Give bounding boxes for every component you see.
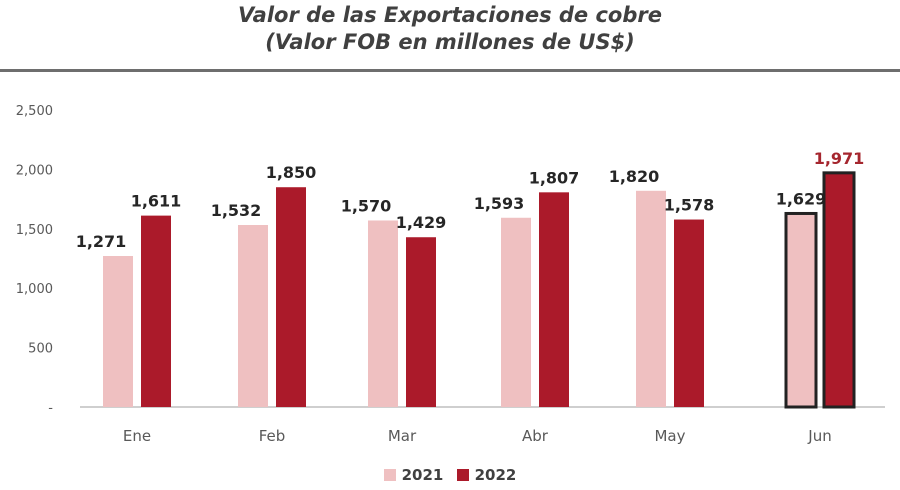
bar-2021-Jun (784, 211, 818, 409)
y-tick-label: 1,000 (16, 282, 53, 297)
bar-2021-Abr (501, 217, 531, 407)
data-label-2021-Feb: 1,532 (211, 201, 262, 220)
bar-2022-Ene (141, 215, 171, 407)
y-tick-label: 2,000 (16, 163, 53, 178)
bar-2022-Jun (822, 171, 856, 409)
data-label-2021-Ene: 1,271 (76, 232, 127, 251)
bar-2021-Feb (238, 224, 268, 407)
chart-subtitle: (Valor FOB en millones de US$) (265, 30, 635, 54)
y-tick-label: 1,500 (16, 223, 53, 238)
title-divider (0, 69, 900, 72)
chart-title-block: Valor de las Exportaciones de cobre (Val… (0, 0, 900, 56)
bar-2021-Mar (368, 220, 398, 407)
x-tick-label: Feb (259, 427, 286, 445)
x-tick-label: Ene (123, 427, 151, 445)
data-label-2022-Feb: 1,850 (266, 163, 317, 182)
data-label-2022-Jun: 1,971 (814, 149, 865, 168)
data-label-2022-May: 1,578 (664, 196, 715, 215)
legend-item-2022: 2022 (456, 466, 517, 484)
bar-2022-Feb (276, 187, 306, 407)
data-label-2021-Jun: 1,629 (776, 189, 827, 208)
x-tick-label: Jun (807, 427, 831, 445)
bar-2021-Ene (103, 256, 133, 407)
bar-chart: - 500 1,000 1,500 2,000 2,500 1,271 1,611 Ene 1,5… (16, 104, 885, 445)
data-label-2022-Mar: 1,429 (396, 213, 447, 232)
data-label-2021-May: 1,820 (609, 167, 660, 186)
y-tick-label: 2,500 (16, 104, 53, 119)
bar-2021-May (636, 190, 666, 407)
data-label-2022-Abr: 1,807 (529, 168, 580, 187)
data-label-2022-Ene: 1,611 (131, 192, 182, 211)
data-label-2021-Mar: 1,570 (341, 196, 392, 215)
legend-swatch-2022 (456, 469, 469, 481)
legend: 2021 2022 (0, 466, 900, 485)
legend-label-2022: 2022 (474, 466, 517, 484)
legend-label-2021: 2021 (401, 466, 444, 484)
bar-2022-May (674, 219, 704, 407)
y-tick-label: 500 (28, 342, 53, 357)
y-tick-label: - (48, 401, 53, 416)
data-label-2021-Abr: 1,593 (474, 194, 525, 213)
x-tick-label: Abr (522, 427, 549, 445)
legend-swatch-2021 (383, 469, 396, 481)
bar-2022-Abr (539, 192, 569, 407)
x-tick-label: May (654, 427, 685, 445)
bar-2022-Mar (406, 237, 436, 407)
legend-item-2021: 2021 (383, 466, 444, 484)
x-tick-label: Mar (388, 427, 417, 445)
chart-title: Valor de las Exportaciones de cobre (238, 3, 662, 27)
